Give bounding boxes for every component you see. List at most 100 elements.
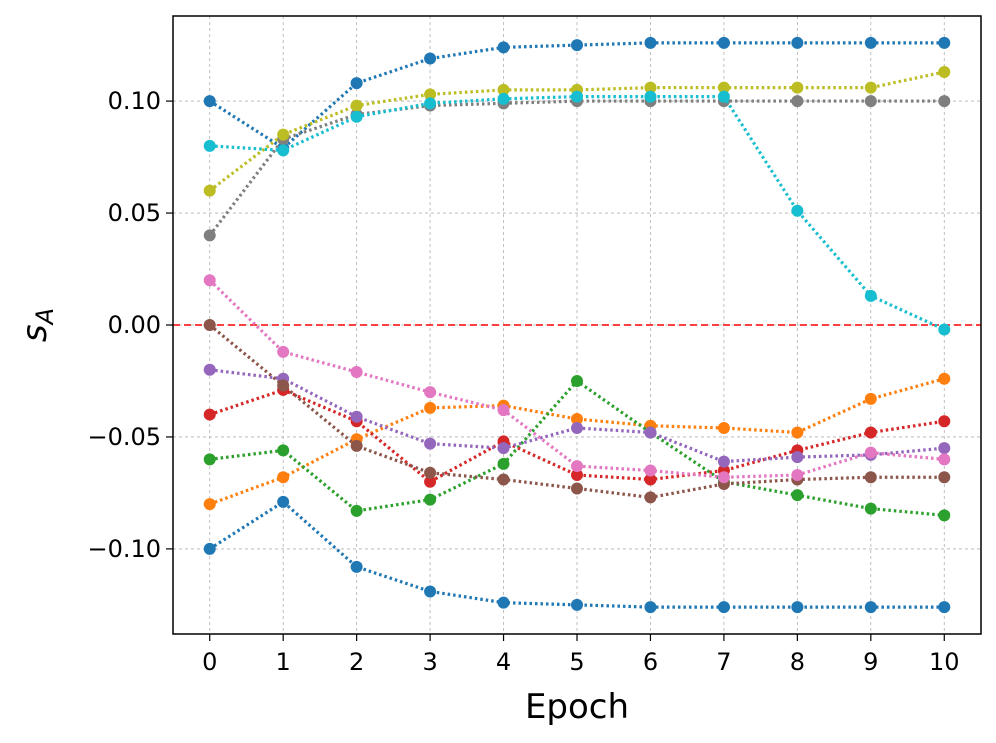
series-11-point <box>571 90 583 103</box>
x-tick-label: 7 <box>716 648 731 676</box>
series-6-point <box>203 363 216 376</box>
series-1-point <box>350 77 363 90</box>
series-1-point <box>203 95 216 108</box>
x-tick-label: 1 <box>276 648 291 676</box>
series-9-point <box>203 229 216 242</box>
series-group <box>203 36 951 614</box>
series-11-point <box>644 90 657 103</box>
series-5-point <box>644 473 657 486</box>
series-5-point <box>203 408 216 421</box>
series-1-point <box>864 36 877 49</box>
series-1 <box>203 36 951 155</box>
series-7-point <box>277 379 290 392</box>
series-6-point <box>938 442 951 455</box>
y-tick-label: −0.10 <box>87 535 161 563</box>
series-8 <box>203 274 951 484</box>
series-2-point <box>791 601 804 614</box>
x-axis-label: Epoch <box>525 687 629 727</box>
series-2-point <box>424 585 437 598</box>
x-tick-label: 2 <box>349 648 364 676</box>
series-5-point <box>864 426 877 439</box>
series-9-point <box>938 95 951 108</box>
series-7-point <box>497 473 510 486</box>
series-1-point <box>571 39 583 52</box>
series-7-point <box>644 491 657 504</box>
series-7-point <box>350 439 363 452</box>
series-3-point <box>791 426 804 439</box>
series-3-point <box>938 372 951 385</box>
series-6-point <box>350 410 363 423</box>
series-5-point <box>571 469 583 482</box>
series-7-point <box>203 319 216 331</box>
y-axis-label-main: s <box>15 324 55 342</box>
series-5-line <box>209 388 945 484</box>
y-axis-label: sA <box>15 308 59 342</box>
x-tick-label: 6 <box>643 648 658 676</box>
series-3-point <box>277 471 290 484</box>
series-8-point <box>717 471 730 484</box>
series-11 <box>203 90 951 336</box>
series-11-point <box>350 110 363 123</box>
series-1-point <box>938 36 951 49</box>
series-5-point <box>938 415 951 428</box>
series-6-point <box>644 426 657 439</box>
x-tick-label: 0 <box>202 648 217 676</box>
series-11-point <box>424 97 437 110</box>
series-9-point <box>864 95 877 108</box>
series-7-point <box>571 482 583 495</box>
series-10-point <box>864 81 877 94</box>
series-10-point <box>277 128 290 141</box>
series-2-point <box>350 560 363 573</box>
y-tick-label: 0.10 <box>108 87 161 115</box>
series-4-point <box>424 493 437 506</box>
series-2-line <box>208 499 945 609</box>
x-tick-label: 4 <box>496 648 511 676</box>
series-11-point <box>938 323 951 336</box>
series-2-point <box>497 596 510 609</box>
series-4-point <box>277 444 290 457</box>
series-6-point <box>424 437 437 450</box>
series-3-point <box>864 392 877 405</box>
series-11-point <box>791 204 804 217</box>
series-8-point <box>791 469 804 482</box>
x-tick-label: 10 <box>929 648 960 676</box>
series-2-point <box>938 601 951 614</box>
series-4-point <box>791 489 804 502</box>
series-6-point <box>791 451 804 464</box>
series-4-point <box>938 509 951 522</box>
series-10-point <box>203 184 216 197</box>
series-4-point <box>497 457 510 470</box>
series-10-point <box>644 81 657 94</box>
series-7-point <box>938 471 951 484</box>
series-7-point <box>864 471 877 484</box>
series-6-point <box>717 455 730 468</box>
series-6-point <box>571 422 583 434</box>
series-11-point <box>277 144 290 157</box>
series-8-point <box>497 404 510 417</box>
y-tick-label: 0.05 <box>108 199 161 227</box>
series-8-point <box>277 345 290 358</box>
x-tick-label: 9 <box>863 648 878 676</box>
series-8-point <box>350 366 363 379</box>
series-10-point <box>424 88 437 101</box>
series-11-point <box>203 139 216 152</box>
series-6-point <box>497 442 510 455</box>
series-4-point <box>571 374 583 387</box>
series-10-point <box>497 83 510 96</box>
series-7 <box>203 319 951 504</box>
y-tick-label: −0.05 <box>87 423 161 451</box>
series-1-point <box>644 36 657 49</box>
series-4-point <box>864 502 877 515</box>
series-2-point <box>864 601 877 614</box>
series-10-point <box>938 65 951 78</box>
series-1-point <box>497 41 510 54</box>
series-6 <box>203 363 951 468</box>
series-9-point <box>791 95 804 108</box>
series-4-point <box>203 453 216 466</box>
series-10 <box>203 65 951 197</box>
series-2-point <box>717 601 730 614</box>
series-8-point <box>938 453 951 466</box>
series-11-point <box>717 90 730 103</box>
series-2 <box>203 495 951 614</box>
